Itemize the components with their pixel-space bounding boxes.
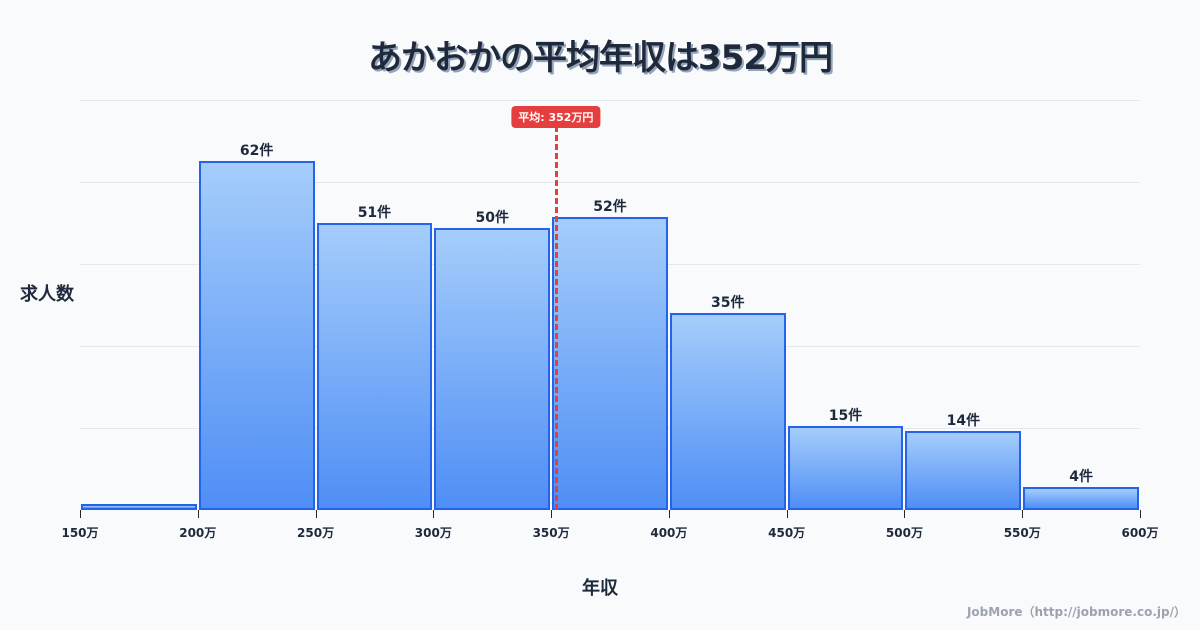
x-tick-label: 150万 <box>61 526 99 540</box>
plot-area: 62件 51件 50件 52件 35件 15件 14件 4件 <box>80 100 1140 510</box>
mean-badge: 平均: 352万円 <box>511 106 601 128</box>
x-tick-label: 250万 <box>297 526 335 540</box>
gridline <box>80 100 1140 101</box>
bar-value-label: 15件 <box>828 407 863 424</box>
bar-value-label: 35件 <box>711 294 745 311</box>
x-tick <box>786 510 788 518</box>
x-tick <box>80 510 81 518</box>
histogram-bar <box>905 431 1022 510</box>
x-tick <box>1022 510 1024 518</box>
bar-value-label: 51件 <box>357 204 392 221</box>
histogram-bar <box>787 425 904 510</box>
x-tick-label: 350万 <box>532 526 570 540</box>
bar-value-label: 4件 <box>1069 469 1093 486</box>
x-tick <box>551 510 553 518</box>
x-tick <box>315 510 317 518</box>
y-axis-label: 求人数 <box>20 284 74 305</box>
mean-line <box>554 126 558 510</box>
source-credit: JobMore（http://jobmore.co.jp/） <box>966 605 1186 619</box>
x-tick <box>433 510 435 518</box>
x-tick-label: 500万 <box>885 526 923 540</box>
x-axis-label: 年収 <box>582 578 618 599</box>
x-tick-label: 550万 <box>1003 526 1041 540</box>
x-tick <box>1140 510 1141 518</box>
bar-value-label: 50件 <box>475 210 509 227</box>
x-tick <box>904 510 906 518</box>
x-tick-label: 600万 <box>1121 526 1159 540</box>
x-tick-label: 200万 <box>179 526 217 540</box>
histogram-bar <box>669 312 786 510</box>
histogram-bar <box>316 222 433 510</box>
x-tick <box>197 510 199 518</box>
gridline <box>80 182 1140 183</box>
histogram-bar <box>81 504 197 510</box>
histogram-bar <box>552 217 668 510</box>
bar-value-label: 14件 <box>946 413 981 430</box>
histogram-bar <box>198 160 315 510</box>
x-tick-label: 300万 <box>414 526 452 540</box>
x-tick <box>668 510 670 518</box>
histogram-bar <box>434 228 551 510</box>
chart-title: あかおかの平均年収は352万円 <box>368 38 833 78</box>
bar-value-label: 52件 <box>593 199 627 216</box>
x-tick-label: 400万 <box>650 526 688 540</box>
histogram-bar <box>1023 487 1139 510</box>
bar-value-label: 62件 <box>239 142 274 159</box>
x-tick-label: 450万 <box>768 526 806 540</box>
